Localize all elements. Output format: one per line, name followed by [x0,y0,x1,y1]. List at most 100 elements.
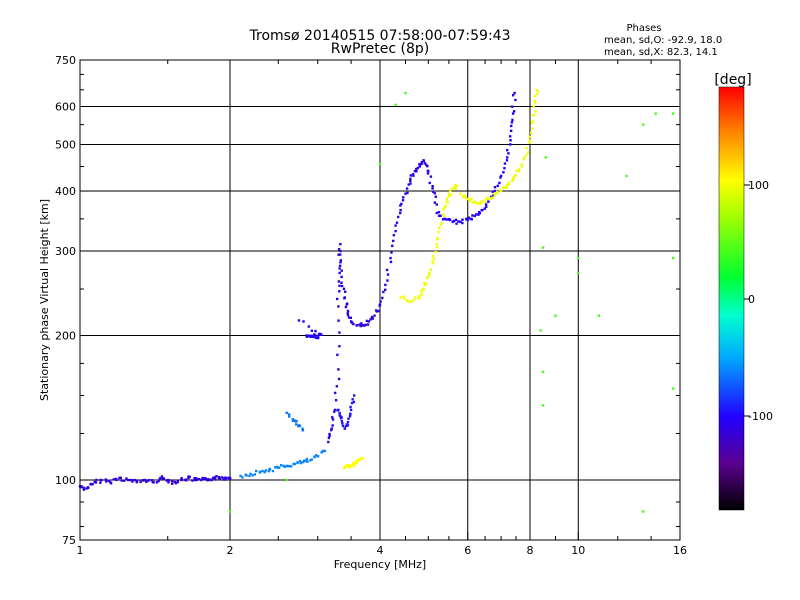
data-point [297,319,301,322]
data-point [302,320,305,323]
data-point [409,179,412,183]
data-point [239,474,242,478]
data-point [306,460,309,463]
data-point [338,414,341,417]
data-point [433,201,437,204]
data-point [459,192,462,195]
data-point [133,478,137,482]
data-point [378,303,382,306]
data-point [147,479,151,482]
data-point [399,204,402,207]
data-point [525,153,528,157]
data-point [539,329,542,332]
data-point [340,420,344,423]
data-point [466,217,469,220]
data-point [449,193,452,197]
data-point [338,344,341,348]
data-point [531,127,534,130]
data-point [218,477,221,480]
data-point [331,416,334,419]
data-point [289,465,293,468]
data-point [338,290,341,293]
data-point [505,183,509,187]
data-point [452,219,456,223]
data-point [167,481,170,484]
data-point [404,192,407,195]
data-point [487,200,490,203]
data-point [515,169,518,172]
data-point [249,472,252,476]
data-point [437,230,440,234]
data-point [343,466,346,469]
x-axis-label: Frequency [MHz] [334,558,426,571]
data-point [477,213,480,216]
data-point [122,479,126,482]
data-point [94,481,98,484]
y-tick-label: 750 [55,54,76,67]
data-point [367,320,371,323]
data-point [505,186,508,189]
data-point [399,208,402,212]
data-point [95,478,98,482]
data-point [509,143,512,146]
data-point [426,165,429,168]
data-point [331,418,335,421]
data-point [530,121,533,125]
data-point [420,290,423,293]
data-point [429,175,433,178]
data-point [625,174,628,178]
data-point [381,296,384,300]
data-point [541,246,545,249]
data-point [274,466,277,469]
data-point [180,477,183,480]
data-point [261,469,264,473]
data-point [353,464,356,468]
data-point [507,181,511,184]
data-point [409,300,412,304]
data-point [671,387,675,390]
data-point [431,185,434,188]
data-point [180,478,183,482]
data-point [344,424,348,428]
data-point [339,417,343,420]
data-point [509,129,513,133]
data-point [597,314,601,317]
data-point [484,197,488,200]
data-point [577,256,580,260]
data-point [405,299,409,302]
data-point [461,221,464,225]
data-point [87,486,90,490]
data-point [314,336,318,340]
data-point [344,290,347,293]
data-point [170,482,174,485]
data-point [440,221,443,225]
data-point [418,294,421,298]
data-point [399,296,402,299]
data-point [394,103,397,106]
data-point [320,333,323,336]
data-point [347,465,351,469]
data-point [416,166,420,170]
data-point [333,410,336,413]
data-point [340,281,343,284]
data-point [285,411,288,415]
data-point [512,176,516,179]
data-point [286,464,289,468]
data-point [93,480,96,484]
data-point [474,201,478,205]
data-point [473,214,477,218]
data-point [505,159,509,162]
data-point [390,251,393,254]
y-axis-label: Stationary phase Virtual Height [km] [38,199,51,401]
data-point [434,250,437,254]
data-point [339,249,342,253]
data-point [155,481,159,484]
data-point [418,165,421,168]
data-point [512,178,515,182]
y-tick-label: 400 [55,185,76,198]
data-point [131,478,134,482]
data-point [304,460,307,463]
x-tick-label: 4 [377,544,384,557]
data-point [532,105,535,108]
data-point [263,470,266,474]
